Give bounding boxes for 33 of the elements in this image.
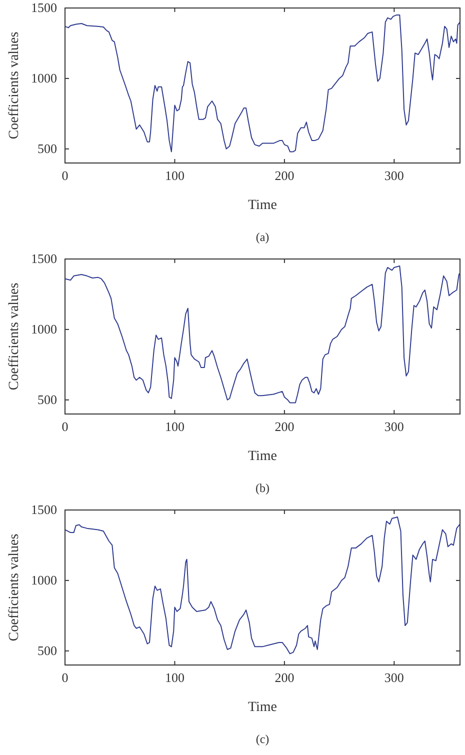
x-tick-label: 0 — [62, 168, 68, 184]
x-tick-label: 200 — [274, 419, 294, 434]
x-tick-label: 100 — [164, 670, 184, 686]
y-tick-label: 1500 — [31, 502, 57, 518]
y-tick-label: 1000 — [31, 70, 57, 86]
x-axis-title: Time — [248, 449, 278, 464]
x-tick-label: 300 — [384, 670, 404, 686]
y-axis-title: Coefficients values — [7, 534, 22, 642]
x-tick-label: 100 — [164, 419, 184, 434]
line-series — [64, 266, 460, 404]
y-axis-title: Coefficients values — [7, 282, 22, 390]
y-tick-label: 1000 — [31, 322, 57, 337]
x-tick-label: 200 — [274, 670, 294, 686]
y-tick-label: 1500 — [31, 251, 57, 266]
x-tick-label: 100 — [164, 168, 184, 184]
text: (a) — [256, 230, 270, 244]
y-tick-label: 500 — [38, 392, 57, 408]
y-axis-title: Coefficients values — [7, 32, 22, 140]
x-tick-label: 0 — [62, 419, 68, 434]
line-series — [64, 516, 460, 654]
text: (c) — [256, 732, 270, 746]
x-tick-label: 0 — [62, 670, 68, 686]
y-tick-label: 500 — [38, 643, 57, 658]
text: (b) — [256, 481, 270, 495]
x-axis-title: Time — [248, 198, 278, 213]
y-tick-label: 1500 — [31, 0, 57, 16]
x-tick-label: 200 — [274, 168, 294, 184]
x-axis-title: Time — [248, 700, 278, 715]
y-tick-label: 1000 — [31, 572, 57, 588]
line-series — [64, 14, 460, 152]
x-tick-label: 300 — [384, 168, 404, 184]
y-tick-label: 500 — [38, 141, 57, 156]
x-tick-label: 300 — [384, 419, 404, 434]
